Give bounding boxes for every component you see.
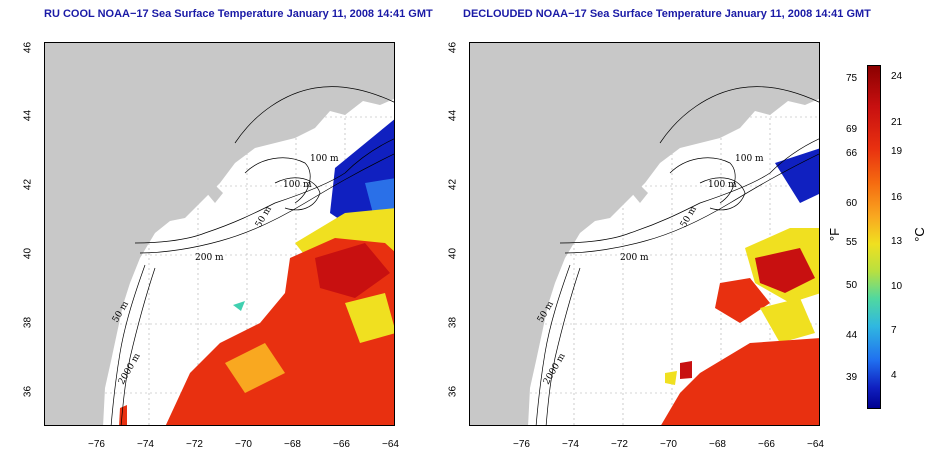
y-tick-label: 42: [447, 178, 459, 191]
y-tick-label: 38: [22, 316, 34, 329]
fahrenheit-tick: 44: [846, 330, 858, 341]
y-tick-label: 36: [447, 385, 459, 398]
land-cape-cod: [205, 183, 223, 203]
bathymetry-contours: [535, 86, 819, 425]
contour-label: 100 m: [283, 180, 312, 190]
x-tick-label: −68: [284, 439, 301, 450]
x-tick-label: −76: [513, 439, 530, 450]
temperature-colorbar: [867, 65, 881, 409]
celsius-tick: 4: [891, 370, 897, 381]
contour-label: 50 m: [679, 204, 699, 229]
right-map-panel[interactable]: 100 m 100 m 50 m 200 m 50 m 2000 m: [469, 42, 820, 426]
land-mass: [470, 43, 819, 425]
y-tick-label: 46: [447, 41, 459, 54]
celsius-tick: 13: [891, 236, 903, 247]
sst-field: [119, 119, 394, 425]
x-tick-label: −66: [333, 439, 350, 450]
celsius-tick: 10: [891, 281, 903, 292]
fahrenheit-tick: 39: [846, 372, 858, 383]
celsius-tick: 19: [891, 146, 903, 157]
celsius-tick: 24: [891, 71, 903, 82]
fahrenheit-tick: 60: [846, 198, 858, 209]
contour-label: 200 m: [620, 253, 649, 263]
y-tick-label: 38: [447, 316, 459, 329]
contour-label: 200 m: [195, 253, 224, 263]
land-mass: [45, 43, 394, 425]
fahrenheit-tick: 75: [846, 73, 858, 84]
x-tick-label: −70: [660, 439, 677, 450]
fahrenheit-tick: 66: [846, 148, 858, 159]
left-map-canvas: 100 m 100 m 50 m 200 m 50 m 2000 m: [45, 43, 394, 425]
y-tick-label: 40: [447, 247, 459, 260]
x-tick-label: −72: [186, 439, 203, 450]
fahrenheit-unit-label: °F: [827, 227, 843, 242]
x-tick-label: −74: [562, 439, 579, 450]
bathymetry-contours: [110, 86, 394, 425]
celsius-tick: 21: [891, 117, 903, 128]
sst-field: [661, 148, 819, 425]
left-map-title: RU COOL NOAA−17 Sea Surface Temperature …: [44, 8, 433, 20]
right-map-canvas: 100 m 100 m 50 m 200 m 50 m 2000 m: [470, 43, 819, 425]
x-tick-label: −64: [382, 439, 399, 450]
celsius-tick: 16: [891, 192, 903, 203]
x-tick-label: −68: [709, 439, 726, 450]
y-tick-label: 36: [22, 385, 34, 398]
y-tick-label: 44: [447, 109, 459, 122]
y-tick-label: 40: [22, 247, 34, 260]
contour-label: 100 m: [310, 154, 339, 164]
land-cape-cod: [630, 183, 648, 203]
fahrenheit-tick: 55: [846, 237, 858, 248]
y-tick-label: 44: [22, 109, 34, 122]
x-tick-label: −64: [807, 439, 824, 450]
x-tick-label: −72: [611, 439, 628, 450]
fahrenheit-tick: 69: [846, 124, 858, 135]
x-tick-label: −76: [88, 439, 105, 450]
contour-label: 50 m: [254, 204, 274, 229]
left-map-panel[interactable]: 100 m 100 m 50 m 200 m 50 m 2000 m: [44, 42, 395, 426]
contour-label: 100 m: [735, 154, 764, 164]
celsius-unit-label: °C: [911, 227, 927, 242]
x-tick-label: −70: [235, 439, 252, 450]
y-tick-label: 42: [22, 178, 34, 191]
contour-label: 100 m: [708, 180, 737, 190]
x-tick-label: −74: [137, 439, 154, 450]
y-tick-label: 46: [22, 41, 34, 54]
x-tick-label: −66: [758, 439, 775, 450]
right-map-title: DECLOUDED NOAA−17 Sea Surface Temperatur…: [463, 8, 871, 20]
fahrenheit-tick: 50: [846, 280, 858, 291]
celsius-tick: 7: [891, 325, 897, 336]
